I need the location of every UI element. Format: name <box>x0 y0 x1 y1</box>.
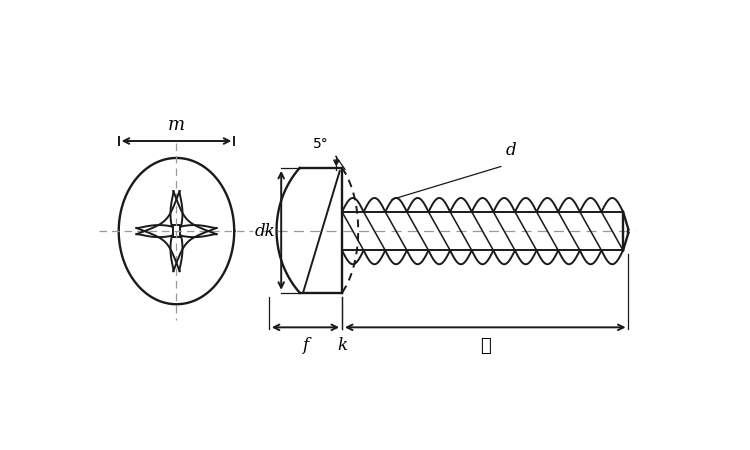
Text: d: d <box>506 143 517 159</box>
Text: m: m <box>168 116 185 134</box>
Text: dk: dk <box>254 223 275 239</box>
Text: k: k <box>337 337 347 354</box>
Text: f: f <box>302 337 308 354</box>
Text: 5°: 5° <box>313 137 328 151</box>
Text: ℓ: ℓ <box>480 337 490 355</box>
